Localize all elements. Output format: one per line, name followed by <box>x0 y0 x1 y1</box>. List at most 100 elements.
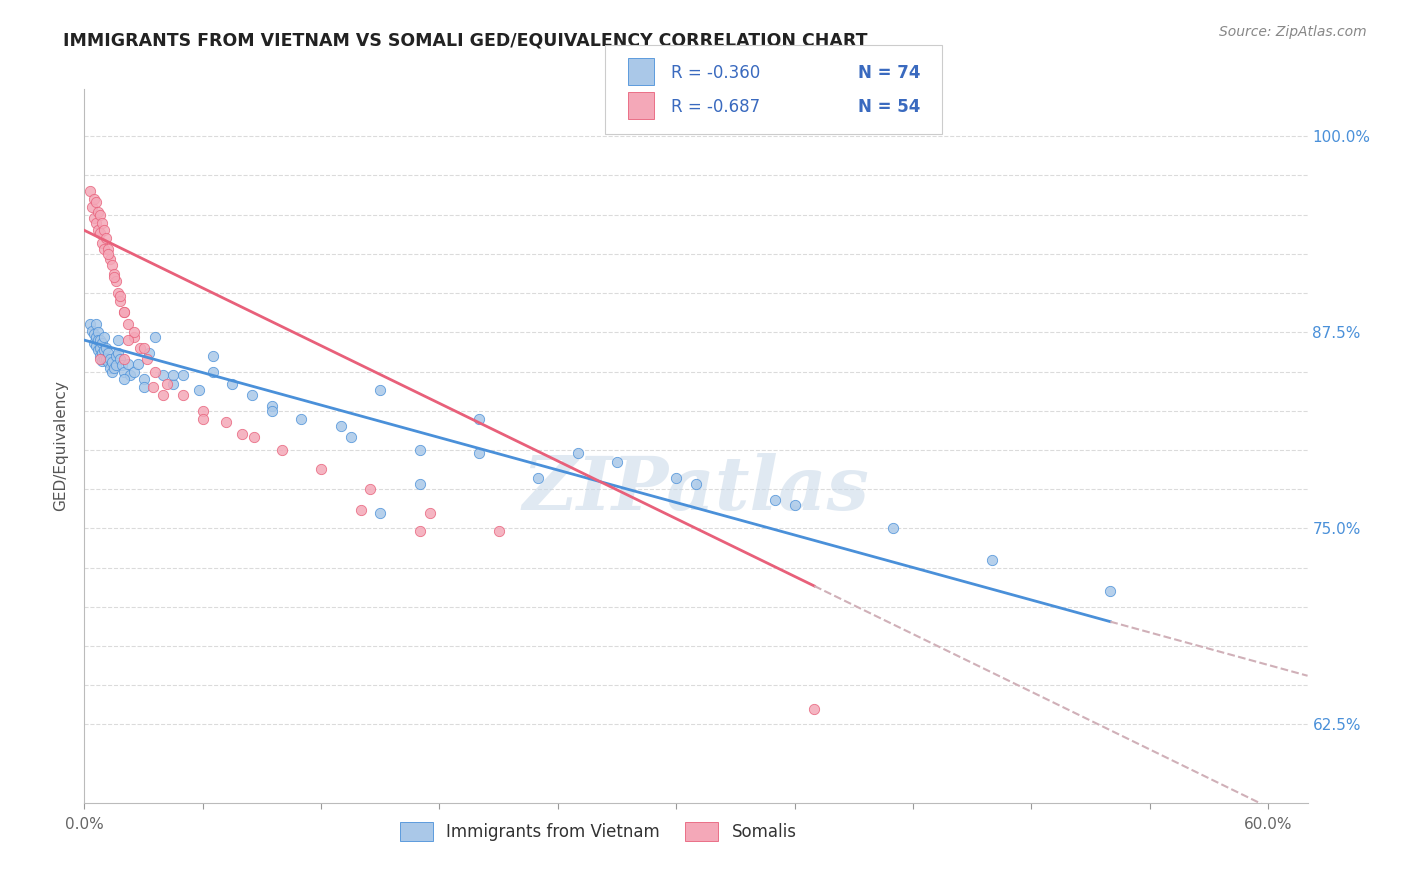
Point <box>606 455 628 469</box>
Point <box>98 361 121 376</box>
Point <box>132 341 155 355</box>
Point <box>162 368 184 382</box>
Text: N = 54: N = 54 <box>858 97 920 115</box>
Point <box>368 506 391 520</box>
Point <box>93 330 115 344</box>
Point <box>84 318 107 332</box>
Point <box>104 349 127 363</box>
Point <box>98 252 121 266</box>
Point <box>152 388 174 402</box>
Point <box>783 498 806 512</box>
Point <box>468 411 491 425</box>
Point <box>329 419 352 434</box>
Point <box>527 471 550 485</box>
Point <box>89 333 111 347</box>
Point <box>84 339 107 353</box>
Point <box>112 364 135 378</box>
Point <box>191 411 214 425</box>
Point <box>84 195 107 210</box>
Point <box>132 380 155 394</box>
Text: R = -0.360: R = -0.360 <box>671 63 759 81</box>
Point <box>83 336 105 351</box>
Point <box>270 442 292 457</box>
Point <box>118 368 141 382</box>
Point <box>122 364 145 378</box>
Text: Source: ZipAtlas.com: Source: ZipAtlas.com <box>1219 25 1367 39</box>
Point <box>127 357 149 371</box>
Point <box>104 358 127 372</box>
Point <box>83 211 105 225</box>
Point <box>101 355 124 369</box>
Point <box>94 231 117 245</box>
Point <box>156 377 179 392</box>
Point <box>103 270 125 285</box>
Point <box>1099 584 1122 599</box>
Point <box>89 341 111 355</box>
Point <box>84 215 107 229</box>
Point <box>82 200 104 214</box>
Point <box>83 192 105 206</box>
Point <box>665 471 688 485</box>
Point <box>162 377 184 392</box>
Point <box>108 289 131 303</box>
Point <box>79 318 101 332</box>
Point <box>142 380 165 394</box>
Point <box>567 446 589 460</box>
Point <box>187 384 209 398</box>
Point <box>107 333 129 347</box>
Point <box>117 318 139 332</box>
Point <box>108 351 131 366</box>
Point <box>94 341 117 355</box>
Point <box>409 442 432 457</box>
Point <box>138 345 160 359</box>
Point <box>685 477 707 491</box>
Point <box>91 336 114 351</box>
Point <box>882 521 904 535</box>
Point <box>145 364 167 378</box>
Point <box>349 502 371 516</box>
Point <box>419 506 441 520</box>
Point <box>111 358 134 372</box>
Point <box>103 267 125 281</box>
Point <box>93 242 115 256</box>
Point <box>231 427 253 442</box>
Point <box>980 552 1002 566</box>
Point <box>107 286 129 301</box>
Point <box>97 247 120 261</box>
Point <box>91 353 114 368</box>
Point <box>84 330 107 344</box>
Point <box>94 351 117 366</box>
Point <box>122 330 145 344</box>
Point <box>290 411 312 425</box>
Legend: Immigrants from Vietnam, Somalis: Immigrants from Vietnam, Somalis <box>392 815 803 848</box>
Point <box>339 430 361 444</box>
Point <box>117 357 139 371</box>
Point <box>97 355 120 369</box>
Point <box>201 349 224 363</box>
Point <box>117 333 139 347</box>
Point <box>89 351 111 366</box>
Point <box>108 293 131 308</box>
Point <box>89 208 111 222</box>
Point <box>112 372 135 386</box>
Point <box>243 430 266 444</box>
Point <box>112 351 135 366</box>
Point <box>93 343 115 357</box>
Text: N = 74: N = 74 <box>858 63 920 81</box>
Point <box>152 368 174 382</box>
Point <box>82 324 104 338</box>
Point <box>79 184 101 198</box>
Point <box>107 345 129 359</box>
Text: IMMIGRANTS FROM VIETNAM VS SOMALI GED/EQUIVALENCY CORRELATION CHART: IMMIGRANTS FROM VIETNAM VS SOMALI GED/EQ… <box>63 31 868 49</box>
Text: R = -0.687: R = -0.687 <box>671 97 759 115</box>
Point <box>191 403 214 417</box>
Point <box>87 333 110 347</box>
Point <box>93 223 115 237</box>
Point <box>112 305 135 319</box>
Point <box>98 351 121 366</box>
Point <box>201 364 224 378</box>
Point <box>132 372 155 386</box>
Y-axis label: GED/Equivalency: GED/Equivalency <box>52 381 67 511</box>
Point <box>91 235 114 250</box>
Point <box>221 377 243 392</box>
